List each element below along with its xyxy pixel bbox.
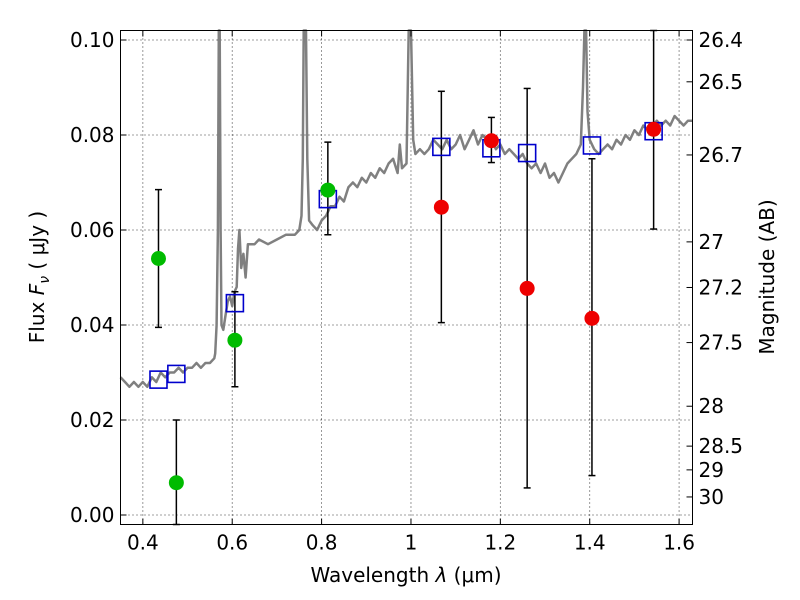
x-axis-title: Wavelength λ (μm) xyxy=(310,563,501,587)
y-tick-label: 0.06 xyxy=(70,218,115,242)
observed-point xyxy=(483,133,499,149)
model-band-square xyxy=(225,293,245,313)
model-band-square xyxy=(582,136,602,155)
magnitude-tick-label: 30 xyxy=(699,485,724,509)
magnitude-tick-label: 26.7 xyxy=(699,143,744,167)
plot-frame xyxy=(120,30,693,525)
observed-points-layer xyxy=(150,121,662,491)
magnitude-tick-label: 27.2 xyxy=(699,275,744,299)
x-tick-label: 1 xyxy=(405,531,418,555)
x-tick-label: 0.6 xyxy=(216,531,248,555)
magnitude-tick-label: 27 xyxy=(699,230,724,254)
magnitude-tick-label: 29 xyxy=(699,458,724,482)
magnitude-tick-label: 28 xyxy=(699,394,724,418)
observed-point xyxy=(320,182,336,198)
model-spectrum-layer xyxy=(119,29,693,389)
y2-axis-title: Magnitude (AB) xyxy=(755,199,779,354)
y-tick-label: 0.00 xyxy=(70,503,115,527)
y-axis-title: Flux Fν ( μJy ) xyxy=(25,211,53,343)
x-tick-label: 0.8 xyxy=(306,531,338,555)
model-spectrum-line xyxy=(119,29,693,389)
magnitude-tick-label: 26.4 xyxy=(699,28,744,52)
x-tick-label: 1.6 xyxy=(663,531,695,555)
magnitude-tick-label: 26.5 xyxy=(699,70,744,94)
x-tick-label: 0.4 xyxy=(127,531,159,555)
x-tick-label: 1.4 xyxy=(574,531,606,555)
magnitude-tick-label: 28.5 xyxy=(699,434,744,458)
model-band-square xyxy=(432,137,451,157)
observed-point xyxy=(150,251,166,266)
y-tick-label: 0.08 xyxy=(70,123,115,147)
observed-point xyxy=(519,280,535,296)
observed-point xyxy=(227,332,243,348)
y-tick-label: 0.04 xyxy=(70,313,115,337)
observed-point xyxy=(433,199,449,215)
y-tick-label: 0.02 xyxy=(70,408,115,432)
magnitude-tick-label: 27.5 xyxy=(699,331,744,355)
model-band-square xyxy=(149,370,168,389)
x-tick-label: 1.2 xyxy=(484,531,516,555)
observed-point xyxy=(646,121,662,137)
observed-point xyxy=(584,310,600,326)
model-band-square xyxy=(517,143,537,163)
observed-point xyxy=(168,475,184,491)
axis-ticks: 0.4 0.6 0.8 1 1.2 1.4 1.6 0.00 0.02 0.04 0.06 0.08 0… xyxy=(70,28,743,555)
y-tick-label: 0.10 xyxy=(70,28,115,52)
grid-lines xyxy=(120,30,693,525)
model-band-square xyxy=(167,364,186,384)
